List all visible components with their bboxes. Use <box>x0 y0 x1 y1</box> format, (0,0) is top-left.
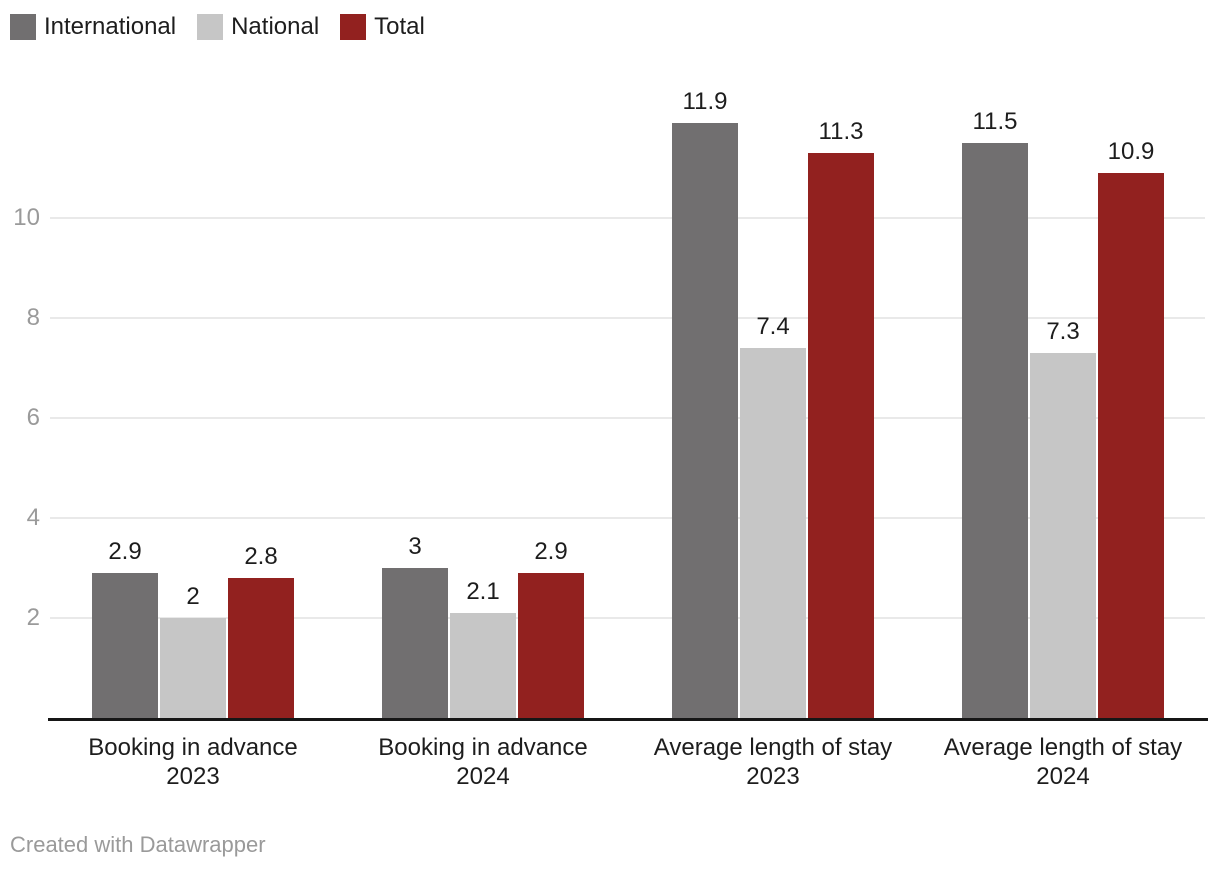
bar-national-average-length-of-stay-2023[interactable] <box>740 348 806 718</box>
category-label-line1: Booking in advance <box>88 734 298 761</box>
bar-value-label: 11.3 <box>818 118 864 145</box>
y-tick-label-4: 4 <box>26 504 40 531</box>
bar-value-label: 11.5 <box>972 108 1018 135</box>
bar-wrap: 11.5 <box>962 108 1028 718</box>
gridline-4 <box>50 517 1205 519</box>
legend-item-international: International <box>10 14 176 40</box>
category-label-line1: Average length of stay <box>653 734 893 761</box>
legend-label: International <box>44 13 177 40</box>
legend-item-national: National <box>197 14 319 40</box>
bar-total-booking-in-advance-2024[interactable] <box>518 573 584 718</box>
bar-value-label: 10.9 <box>1107 138 1155 165</box>
bar-wrap: 7.3 <box>1030 318 1096 718</box>
legend-swatch-national <box>197 14 224 40</box>
category-label-average-length-of-stay-2023: Average length of stay 2023 <box>628 733 918 791</box>
bar-value-label: 7.3 <box>1046 318 1080 345</box>
bar-group-average-length-of-stay-2024: 11.5 7.3 10.9 <box>918 0 1208 718</box>
bar-international-average-length-of-stay-2023[interactable] <box>672 123 738 718</box>
y-tick-label-8: 8 <box>26 304 40 331</box>
bar-total-average-length-of-stay-2024[interactable] <box>1098 173 1164 718</box>
x-axis-line <box>48 718 1208 721</box>
bar-wrap: 2.9 <box>518 538 584 718</box>
bar-international-booking-in-advance-2024[interactable] <box>382 568 448 718</box>
plot-area: 2.9 2 2.8 3 2.1 2.9 11.9 7.4 11.3 11.5 7.3 10.9 <box>48 0 1208 718</box>
bar-total-booking-in-advance-2023[interactable] <box>228 578 294 718</box>
legend-swatch-international <box>10 14 36 40</box>
category-labels: Booking in advance 2023 Booking in advance… <box>48 733 1208 791</box>
gridline-10 <box>50 217 1205 219</box>
y-tick-label-2: 2 <box>26 604 40 631</box>
bar-group-booking-in-advance-2023: 2.9 2 2.8 <box>48 0 338 718</box>
legend-item-total: Total <box>340 14 425 40</box>
bar-national-average-length-of-stay-2024[interactable] <box>1030 353 1096 718</box>
bar-wrap: 11.9 <box>672 88 738 718</box>
bar-value-label: 3 <box>408 533 422 560</box>
bar-groups: 2.9 2 2.8 3 2.1 2.9 11.9 7.4 11.3 11.5 7.3 10.9 <box>48 0 1208 718</box>
bar-national-booking-in-advance-2024[interactable] <box>450 613 516 718</box>
y-tick-label-6: 6 <box>26 404 40 431</box>
bar-international-average-length-of-stay-2024[interactable] <box>962 143 1028 718</box>
gridline-8 <box>50 317 1205 319</box>
bar-national-booking-in-advance-2023[interactable] <box>160 618 226 718</box>
bar-wrap: 7.4 <box>740 313 806 718</box>
bar-group-booking-in-advance-2024: 3 2.1 2.9 <box>338 0 628 718</box>
bar-wrap: 11.3 <box>808 118 874 718</box>
datawrapper-credit-link[interactable]: Created with Datawrapper <box>10 832 266 857</box>
bar-wrap: 3 <box>382 533 448 718</box>
bar-value-label: 2.8 <box>244 543 278 570</box>
bar-group-average-length-of-stay-2023: 11.9 7.4 11.3 <box>628 0 918 718</box>
category-label-line2: 2024 <box>1036 763 1090 790</box>
bar-wrap: 2.1 <box>450 578 516 718</box>
gridline-2 <box>50 617 1205 619</box>
category-label-booking-in-advance-2023: Booking in advance 2023 <box>48 733 338 791</box>
category-label-line2: 2024 <box>456 763 510 790</box>
legend: International National Total <box>10 14 446 40</box>
legend-label: Total <box>374 13 425 40</box>
category-label-booking-in-advance-2024: Booking in advance 2024 <box>338 733 628 791</box>
category-label-line1: Booking in advance <box>378 734 588 761</box>
y-tick-label-10: 10 <box>13 204 40 231</box>
bar-wrap: 2.8 <box>228 543 294 718</box>
bar-value-label: 2.1 <box>466 578 500 605</box>
bar-value-label: 2 <box>186 583 200 610</box>
gridline-6 <box>50 417 1205 419</box>
bar-wrap: 10.9 <box>1098 138 1164 718</box>
category-label-line1: Average length of stay <box>943 734 1183 761</box>
bar-wrap: 2 <box>160 583 226 718</box>
category-label-line2: 2023 <box>746 763 800 790</box>
bar-value-label: 2.9 <box>534 538 568 565</box>
bar-international-booking-in-advance-2023[interactable] <box>92 573 158 718</box>
bar-wrap: 2.9 <box>92 538 158 718</box>
bar-value-label: 11.9 <box>682 88 728 115</box>
bar-value-label: 2.9 <box>108 538 142 565</box>
bar-total-average-length-of-stay-2023[interactable] <box>808 153 874 718</box>
category-label-line2: 2023 <box>166 763 220 790</box>
bar-value-label: 7.4 <box>756 313 790 340</box>
legend-swatch-total <box>340 14 367 40</box>
legend-label: National <box>231 13 320 40</box>
category-label-average-length-of-stay-2024: Average length of stay 2024 <box>918 733 1208 791</box>
